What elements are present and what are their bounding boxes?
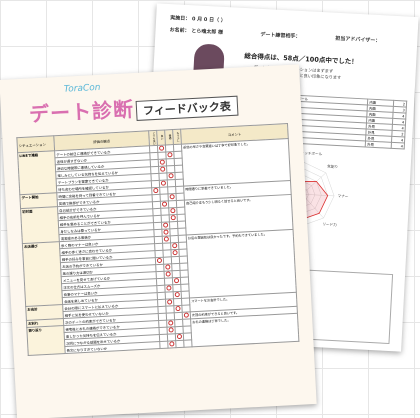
rating-mark xyxy=(163,236,169,242)
date: 実施日： 0 月 0 日（ ） xyxy=(170,15,226,24)
advisor: 担当アドバイザー： xyxy=(335,35,381,45)
rating-mark xyxy=(175,305,181,312)
rating-mark xyxy=(160,166,166,172)
rating-mark xyxy=(172,243,178,249)
rating-mark xyxy=(161,201,168,207)
score-text: 総合得点は、58点／100点中でした！ xyxy=(244,52,358,66)
radar-label: リード力 xyxy=(322,221,337,227)
rating-mark xyxy=(160,180,167,186)
radar-label: 会話のキャッチボール xyxy=(286,149,323,156)
partner: デート練習相手： xyxy=(260,31,301,40)
rating-mark xyxy=(167,152,173,158)
radar-axis xyxy=(302,172,327,195)
name: お名前： とら魂太郎 様 xyxy=(169,27,224,36)
score-cell xyxy=(183,339,193,348)
rating-mark xyxy=(162,222,169,228)
rating-mark xyxy=(172,249,178,256)
subtitle: フィードバック表 xyxy=(135,95,239,121)
rating-mark xyxy=(168,327,174,333)
rating-mark xyxy=(167,299,173,305)
rating-mark xyxy=(156,257,163,264)
rating-mark xyxy=(183,312,189,318)
row-value: 4 xyxy=(390,142,405,150)
rating-mark xyxy=(163,229,169,235)
comment: 自己紹介はもう少し明るく話せると良いです。 xyxy=(184,194,294,236)
section-name: 初対面 xyxy=(20,206,60,244)
comment: お店の雰囲気は良かったです。予約もできていました。 xyxy=(186,229,297,298)
rating-mark xyxy=(169,194,175,200)
rating-mark xyxy=(165,271,171,277)
rating-mark xyxy=(168,320,174,326)
rating-mark xyxy=(170,208,176,214)
rating-mark xyxy=(174,291,180,298)
rating-mark xyxy=(159,159,165,165)
brand: ToraCon xyxy=(63,82,101,95)
comment: 返信の早さや言葉遣いは丁寧で好印象でした。 xyxy=(181,138,291,187)
rating-mark xyxy=(165,264,171,270)
radar-label: 気配り xyxy=(327,164,338,170)
section-name: LINEで連絡 xyxy=(17,150,57,195)
rating-mark xyxy=(176,333,183,340)
title: デート診断 xyxy=(28,97,135,127)
rating-mark xyxy=(158,145,165,151)
row-category: 外見 xyxy=(365,140,392,149)
feedback-table: シチュエーション 評価の観点 とても良い 良い 普通 もう少し コメント LINEで連絡 デート… xyxy=(16,123,300,356)
radar-label: マナー xyxy=(338,193,349,199)
rating-mark xyxy=(169,341,175,347)
comment: お礼の連絡は丁寧でした。 xyxy=(190,313,299,347)
section-name: お店選び xyxy=(22,241,63,307)
rating-mark xyxy=(166,285,172,291)
rating-mark xyxy=(170,215,176,221)
front-sheet: ToraCon デート診断 フィードバック表 シチュエーション 評価の観点 とても良… xyxy=(0,64,317,418)
rating-mark xyxy=(168,173,174,179)
rating-mark xyxy=(173,277,180,284)
rating-mark xyxy=(153,187,159,194)
section-name: 振り返り xyxy=(26,325,66,356)
radar-axis xyxy=(302,194,335,197)
